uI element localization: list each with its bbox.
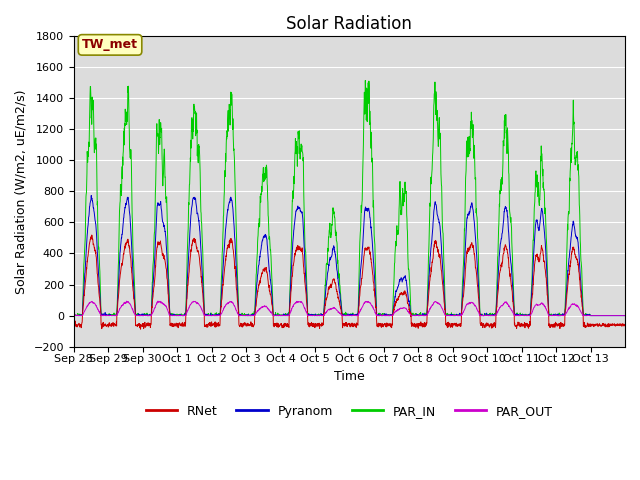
Pyranom xyxy=(244,312,252,318)
RNet xyxy=(137,326,145,332)
RNet xyxy=(547,323,555,328)
PAR_OUT xyxy=(614,313,621,319)
PAR_OUT xyxy=(70,312,77,318)
PAR_IN xyxy=(621,313,629,319)
RNet xyxy=(621,322,629,327)
PAR_OUT xyxy=(621,313,629,319)
Pyranom xyxy=(621,313,629,319)
PAR_IN xyxy=(383,312,390,317)
Line: PAR_IN: PAR_IN xyxy=(74,81,625,316)
PAR_IN xyxy=(125,118,133,124)
Pyranom xyxy=(125,204,133,210)
Title: Solar Radiation: Solar Radiation xyxy=(287,15,412,33)
Pyranom xyxy=(614,313,621,319)
RNet xyxy=(614,323,621,328)
Legend: RNet, Pyranom, PAR_IN, PAR_OUT: RNet, Pyranom, PAR_IN, PAR_OUT xyxy=(141,399,558,422)
PAR_OUT xyxy=(125,300,133,306)
PAR_OUT xyxy=(547,312,555,318)
PAR_OUT xyxy=(154,298,162,304)
RNet xyxy=(125,243,133,249)
Pyranom xyxy=(516,312,524,318)
RNet xyxy=(70,320,77,326)
PAR_IN xyxy=(244,313,252,319)
RNet xyxy=(516,323,524,328)
Line: Pyranom: Pyranom xyxy=(74,195,625,316)
PAR_OUT xyxy=(244,313,252,319)
PAR_OUT xyxy=(516,312,524,318)
PAR_OUT xyxy=(383,312,390,318)
RNet xyxy=(88,232,95,238)
PAR_IN xyxy=(70,313,78,319)
PAR_IN xyxy=(516,313,524,319)
Line: PAR_OUT: PAR_OUT xyxy=(74,301,625,316)
Y-axis label: Solar Radiation (W/m2, uE/m2/s): Solar Radiation (W/m2, uE/m2/s) xyxy=(15,89,28,294)
PAR_IN xyxy=(70,312,77,318)
PAR_IN xyxy=(547,312,555,318)
RNet xyxy=(244,322,252,328)
Text: TW_met: TW_met xyxy=(82,38,138,51)
Pyranom xyxy=(383,312,390,318)
PAR_IN xyxy=(362,78,369,84)
Pyranom xyxy=(88,192,95,198)
PAR_OUT xyxy=(70,313,78,319)
RNet xyxy=(383,320,390,326)
Line: RNet: RNet xyxy=(74,235,625,329)
Pyranom xyxy=(70,313,77,319)
PAR_IN xyxy=(614,313,621,319)
X-axis label: Time: Time xyxy=(334,370,365,383)
Pyranom xyxy=(547,313,554,319)
